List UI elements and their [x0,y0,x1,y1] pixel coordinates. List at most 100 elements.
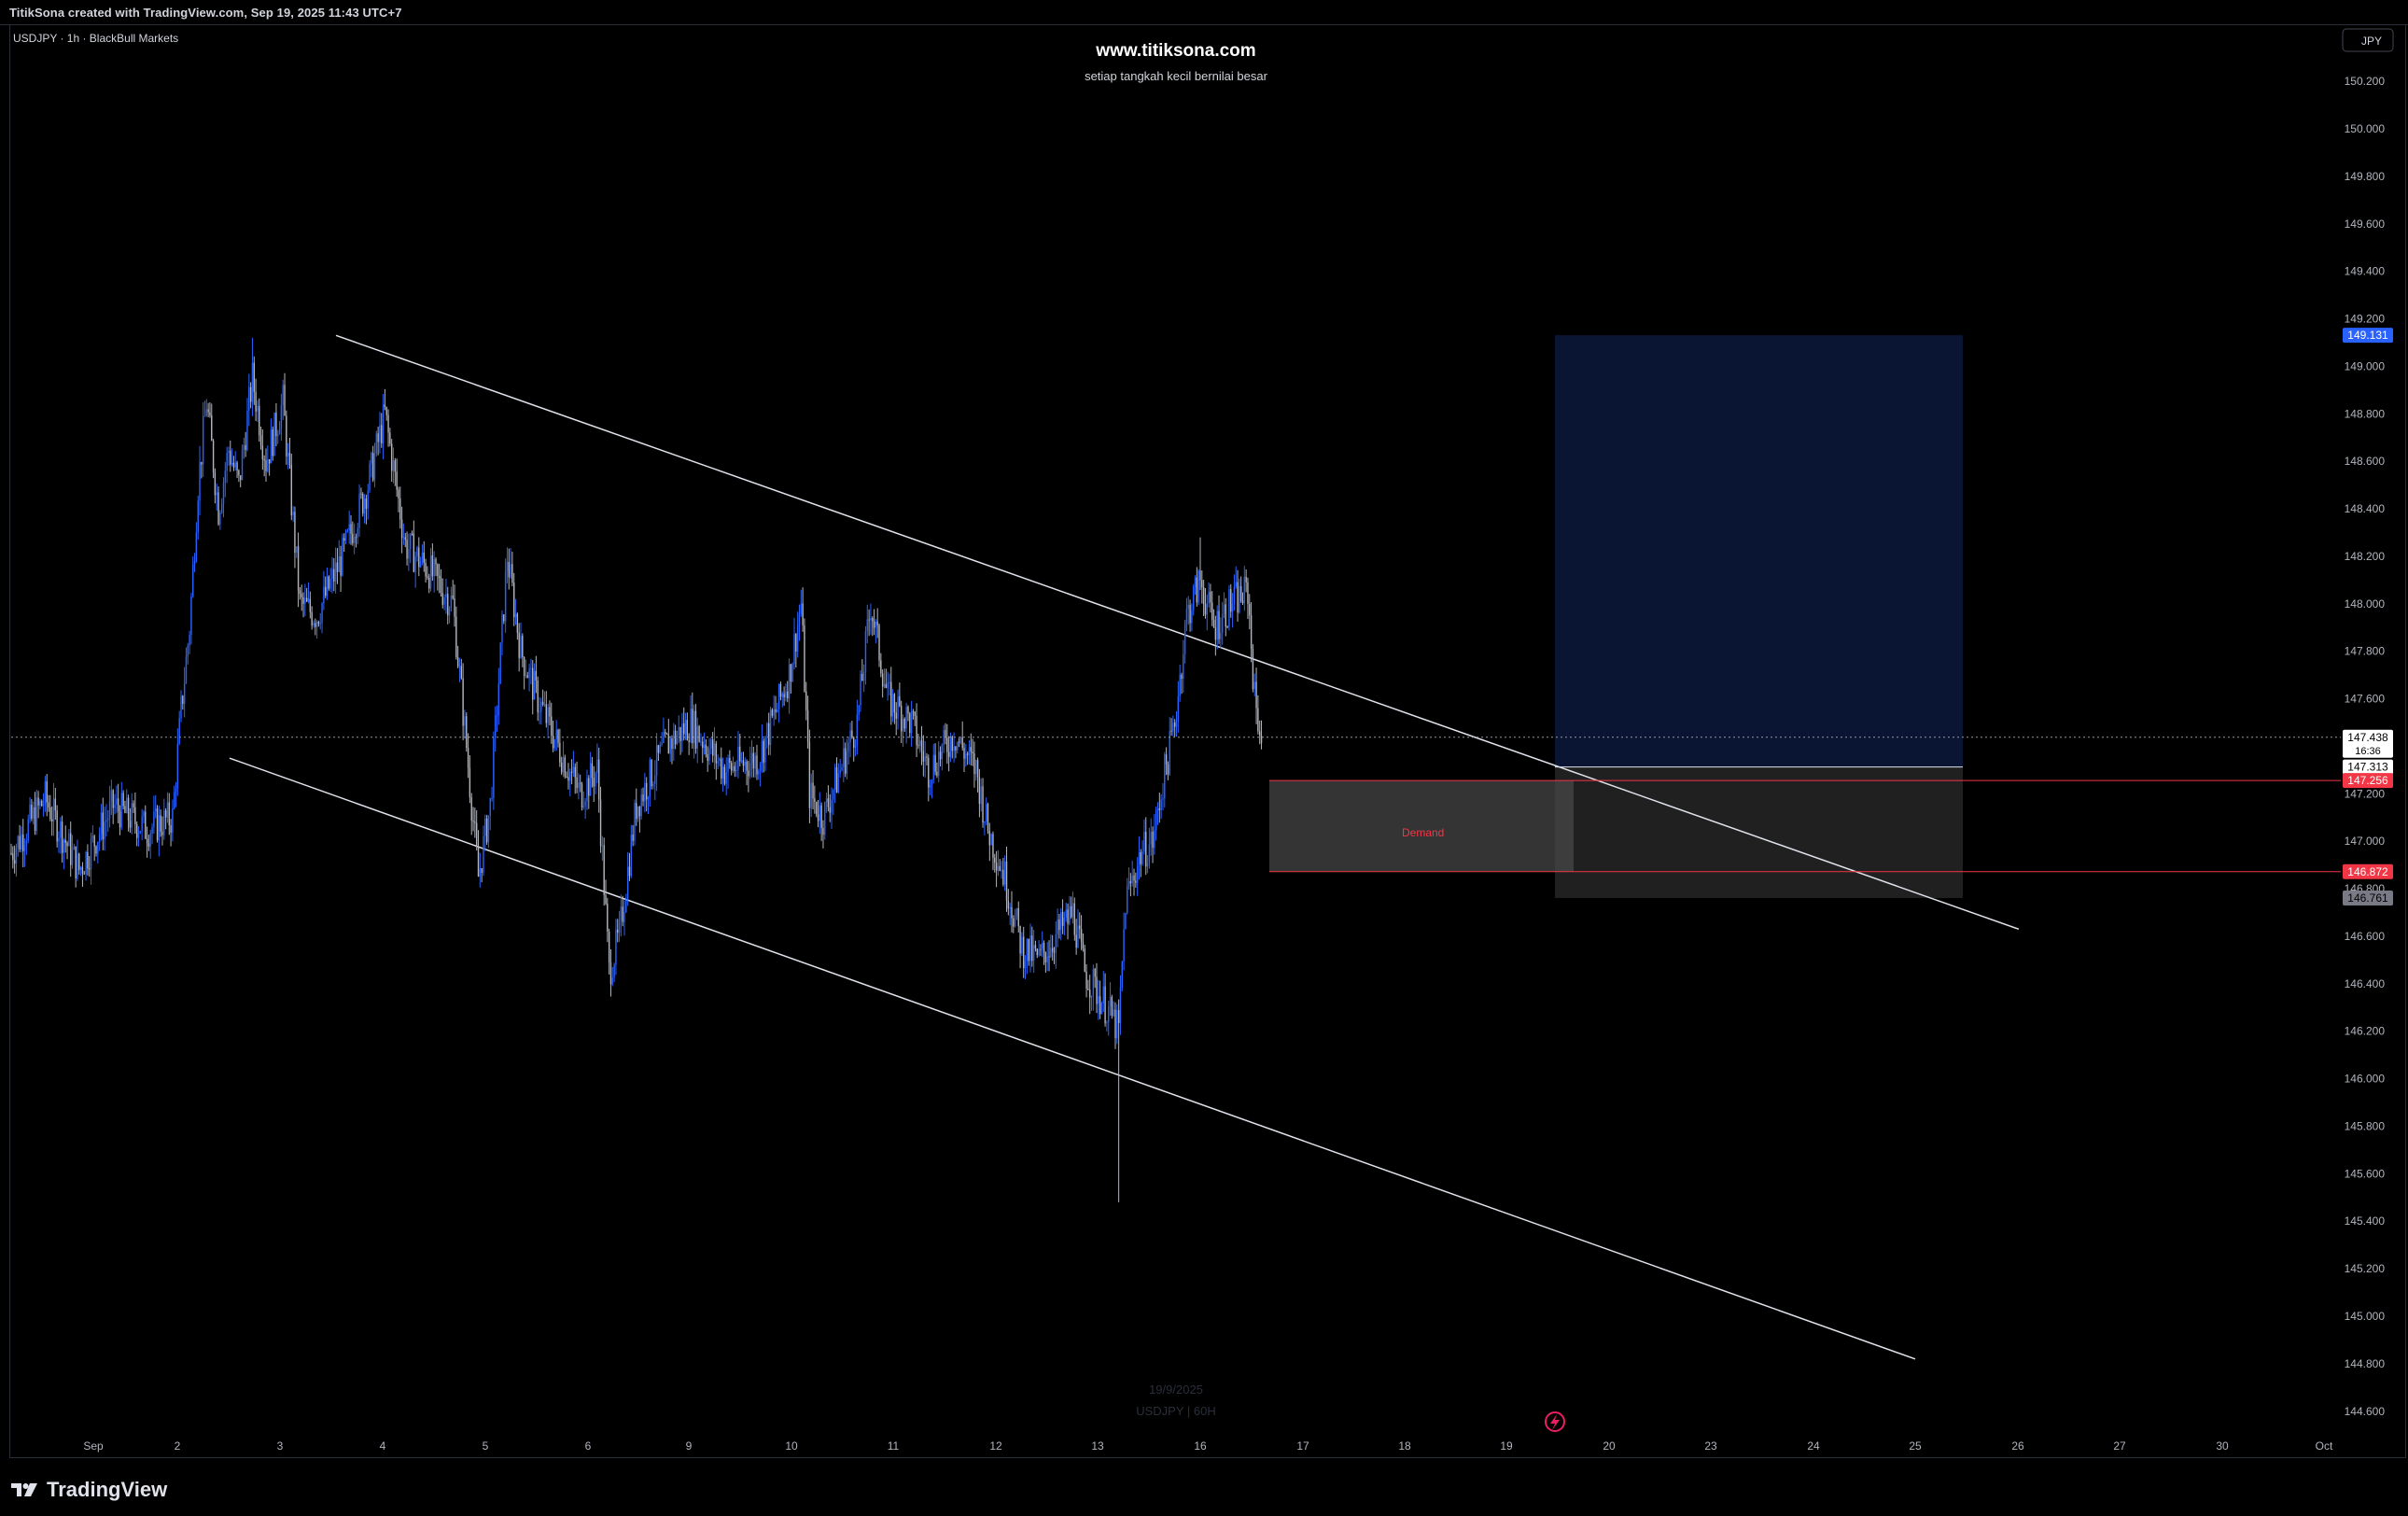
candle [263,455,265,477]
candle [593,765,595,803]
candle [912,709,915,720]
candle [740,751,743,764]
candle [972,738,973,766]
candle [1223,592,1225,619]
price-tick-label: 147.600 [2345,693,2386,706]
candle [628,852,631,881]
demand-zone[interactable] [1269,780,1574,872]
price-tick-label: 145.400 [2345,1214,2386,1228]
candle [448,606,451,624]
time-tick-label: 19 [1500,1439,1513,1453]
candle [137,826,140,847]
price-badge-stop: 146.761 [2343,891,2393,906]
candle [1021,932,1023,957]
time-tick-label: 20 [1603,1439,1616,1453]
candle [528,663,530,692]
candle [516,612,519,640]
candle [659,741,661,754]
candle [620,894,623,937]
symbol-legend[interactable]: USDJPY · 1h · BlackBull Markets [13,32,178,45]
candle [787,681,789,703]
candle [729,750,731,769]
candle [102,797,104,850]
candle [1028,938,1029,966]
candle [228,446,230,466]
candle [978,768,981,818]
candle [559,728,561,767]
candle [474,807,476,838]
candle [742,751,745,772]
candle [435,556,437,577]
price-tick-label: 147.200 [2345,787,2386,800]
candle [1204,587,1207,619]
candle [105,804,107,837]
upper-channel-line[interactable] [335,334,2020,931]
candle [976,757,979,793]
candle [853,736,855,762]
time-tick-label: Sep [83,1439,104,1453]
site-watermark: www.titiksona.com [1095,41,1255,61]
price-tick-label: 144.800 [2345,1357,2386,1370]
candle [326,567,329,600]
candle [1015,907,1018,920]
candle [540,697,542,725]
price-tick-label: 144.600 [2345,1405,2386,1418]
candle [907,705,909,722]
candle [333,557,335,592]
candle [768,712,770,755]
currency-button[interactable]: JPY [2342,28,2394,52]
candle [824,801,826,840]
candle [1079,912,1081,939]
candle [931,779,933,799]
candle [396,458,398,498]
candle [452,580,454,600]
candle [1117,999,1120,1202]
candle [68,828,70,847]
price-badge-text: 146.761 [2347,891,2388,905]
candle [172,799,174,842]
candle [255,378,257,422]
candle [783,686,785,707]
tradingview-logo[interactable]: TradingView [11,1478,167,1502]
lightning-icon[interactable] [1545,1411,1565,1432]
candle [336,548,339,584]
price-tick-label: 150.200 [2345,75,2386,88]
candle [230,440,231,472]
candle [1129,873,1132,897]
target-zone[interactable] [1555,335,1963,767]
candle [1013,915,1015,933]
candle [1218,595,1220,644]
candle [249,382,252,409]
candle [151,823,153,845]
candle [1106,1020,1108,1032]
candle [164,807,167,830]
candle [959,736,962,745]
candle [153,795,155,835]
candle [785,683,787,702]
lower-channel-line[interactable] [229,757,1916,1360]
candle [313,620,315,628]
chart-frame[interactable] [9,25,2406,1458]
candle [841,764,843,772]
candle [22,819,24,868]
candle [929,779,931,796]
candle [1071,891,1074,924]
candle [450,586,453,612]
candle [217,486,219,526]
price-badge-entry: 147.313 [2343,759,2393,775]
candle [596,743,598,784]
candle [750,739,753,778]
candle [1199,537,1201,591]
candle [350,514,352,545]
candle [526,671,528,679]
candle [429,548,432,592]
candle [1221,601,1224,645]
candle [477,830,480,877]
candle [387,409,389,447]
candle [580,774,581,793]
chart-canvas[interactable]: Demand 150.200 150.000 149.800 149.600 149.4… [0,0,2408,1459]
candle [598,747,600,813]
candle [265,448,267,483]
candle [398,486,399,512]
price-tick-label: 148.600 [2345,455,2386,468]
